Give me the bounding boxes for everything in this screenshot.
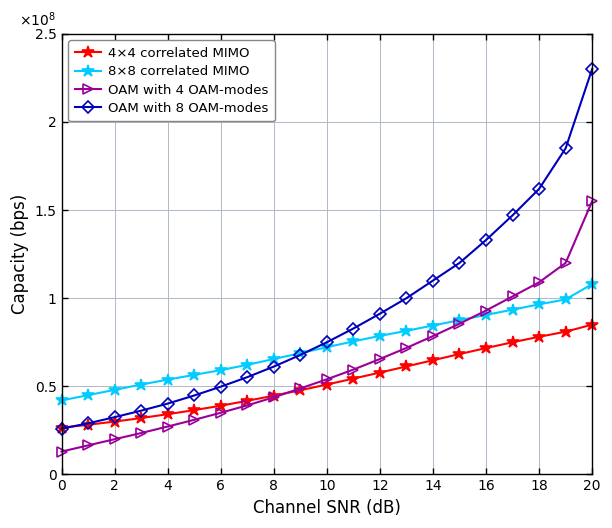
OAM with 8 OAM-modes	[138, 408, 145, 414]
Legend: 4×4 correlated MIMO, 8×8 correlated MIMO, OAM with 4 OAM-modes, OAM with 8 OAM-m: 4×4 correlated MIMO, 8×8 correlated MIMO…	[68, 40, 275, 121]
OAM with 4 OAM-modes	[562, 260, 569, 266]
8×8 correlated MIMO	[190, 372, 198, 378]
OAM with 4 OAM-modes	[138, 430, 145, 436]
Text: $\times10^8$: $\times10^8$	[19, 11, 56, 30]
8×8 correlated MIMO	[217, 367, 225, 373]
OAM with 4 OAM-modes	[482, 307, 490, 314]
OAM with 8 OAM-modes	[349, 325, 357, 332]
4×4 correlated MIMO	[270, 392, 277, 399]
8×8 correlated MIMO	[270, 356, 277, 362]
OAM with 8 OAM-modes	[297, 352, 304, 358]
8×8 correlated MIMO	[403, 328, 410, 334]
OAM with 4 OAM-modes	[376, 356, 384, 362]
8×8 correlated MIMO	[111, 386, 118, 393]
X-axis label: Channel SNR (dB): Channel SNR (dB)	[253, 499, 401, 517]
OAM with 8 OAM-modes	[111, 414, 118, 420]
4×4 correlated MIMO	[84, 421, 92, 428]
4×4 correlated MIMO	[58, 425, 65, 431]
OAM with 4 OAM-modes	[270, 394, 277, 400]
OAM with 4 OAM-modes	[589, 198, 596, 204]
4×4 correlated MIMO	[562, 328, 569, 335]
OAM with 8 OAM-modes	[58, 426, 65, 432]
Line: 8×8 correlated MIMO: 8×8 correlated MIMO	[55, 278, 599, 407]
4×4 correlated MIMO	[111, 418, 118, 425]
8×8 correlated MIMO	[456, 317, 463, 323]
4×4 correlated MIMO	[217, 402, 225, 409]
OAM with 8 OAM-modes	[536, 186, 543, 192]
OAM with 8 OAM-modes	[323, 339, 330, 345]
8×8 correlated MIMO	[509, 306, 516, 313]
8×8 correlated MIMO	[376, 333, 384, 339]
Line: 4×4 correlated MIMO: 4×4 correlated MIMO	[55, 318, 599, 434]
4×4 correlated MIMO	[482, 345, 490, 351]
4×4 correlated MIMO	[536, 334, 543, 340]
OAM with 4 OAM-modes	[111, 436, 118, 442]
OAM with 8 OAM-modes	[509, 212, 516, 219]
4×4 correlated MIMO	[190, 407, 198, 413]
OAM with 8 OAM-modes	[482, 237, 490, 243]
OAM with 8 OAM-modes	[190, 392, 198, 399]
8×8 correlated MIMO	[589, 281, 596, 287]
4×4 correlated MIMO	[589, 322, 596, 328]
OAM with 4 OAM-modes	[297, 385, 304, 392]
Line: OAM with 8 OAM-modes: OAM with 8 OAM-modes	[58, 65, 596, 433]
Line: OAM with 4 OAM-modes: OAM with 4 OAM-modes	[57, 196, 597, 456]
OAM with 4 OAM-modes	[349, 366, 357, 373]
OAM with 8 OAM-modes	[456, 260, 463, 266]
OAM with 8 OAM-modes	[270, 363, 277, 370]
4×4 correlated MIMO	[349, 375, 357, 382]
8×8 correlated MIMO	[138, 381, 145, 388]
4×4 correlated MIMO	[164, 411, 171, 417]
OAM with 4 OAM-modes	[456, 320, 463, 327]
OAM with 4 OAM-modes	[217, 410, 225, 416]
8×8 correlated MIMO	[244, 362, 251, 368]
4×4 correlated MIMO	[297, 387, 304, 393]
4×4 correlated MIMO	[456, 351, 463, 357]
OAM with 4 OAM-modes	[190, 417, 198, 423]
OAM with 4 OAM-modes	[323, 376, 330, 382]
8×8 correlated MIMO	[482, 312, 490, 318]
OAM with 4 OAM-modes	[244, 402, 251, 409]
OAM with 4 OAM-modes	[509, 293, 516, 299]
8×8 correlated MIMO	[84, 392, 92, 398]
OAM with 8 OAM-modes	[429, 277, 436, 284]
4×4 correlated MIMO	[323, 381, 330, 388]
8×8 correlated MIMO	[297, 350, 304, 356]
4×4 correlated MIMO	[244, 398, 251, 404]
OAM with 8 OAM-modes	[376, 310, 384, 317]
OAM with 4 OAM-modes	[403, 345, 410, 351]
OAM with 8 OAM-modes	[562, 145, 569, 152]
OAM with 4 OAM-modes	[429, 333, 436, 340]
OAM with 8 OAM-modes	[84, 420, 92, 427]
OAM with 4 OAM-modes	[84, 442, 92, 449]
8×8 correlated MIMO	[164, 376, 171, 383]
Y-axis label: Capacity (bps): Capacity (bps)	[11, 194, 29, 314]
4×4 correlated MIMO	[376, 370, 384, 376]
OAM with 4 OAM-modes	[58, 448, 65, 455]
OAM with 8 OAM-modes	[403, 295, 410, 301]
4×4 correlated MIMO	[138, 415, 145, 421]
8×8 correlated MIMO	[58, 397, 65, 403]
8×8 correlated MIMO	[323, 344, 330, 351]
OAM with 4 OAM-modes	[536, 279, 543, 286]
OAM with 8 OAM-modes	[244, 374, 251, 380]
4×4 correlated MIMO	[509, 339, 516, 345]
8×8 correlated MIMO	[349, 338, 357, 345]
4×4 correlated MIMO	[403, 363, 410, 370]
OAM with 4 OAM-modes	[164, 423, 171, 430]
4×4 correlated MIMO	[429, 357, 436, 363]
8×8 correlated MIMO	[536, 301, 543, 307]
8×8 correlated MIMO	[429, 323, 436, 329]
OAM with 8 OAM-modes	[589, 66, 596, 72]
OAM with 8 OAM-modes	[217, 383, 225, 390]
OAM with 8 OAM-modes	[164, 400, 171, 407]
8×8 correlated MIMO	[562, 296, 569, 303]
